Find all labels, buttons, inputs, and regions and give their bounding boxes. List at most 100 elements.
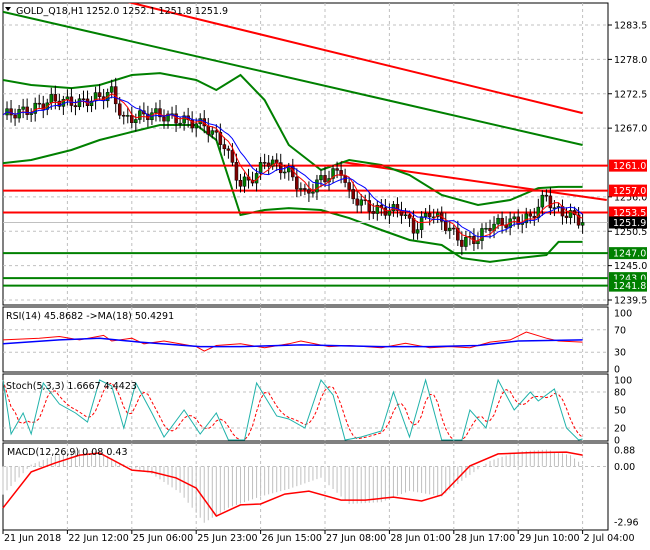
price-tick-label: 1272.5 [614,89,647,100]
candle-body [496,217,500,225]
price-tick-label: 1267.0 [614,124,647,135]
stoch-signal-line [2,379,583,441]
candle-body [283,171,287,174]
macd-tick-label: -2.96 [614,518,639,529]
candle-body [53,94,58,102]
rsi-panel[interactable]: 100 70 30 0 [2,306,632,376]
candle-body [448,227,452,231]
time-tick-label: 25 Jun 23:00 [197,533,257,544]
candle-body [218,131,223,145]
stoch-tick-label: 100 [614,376,632,387]
time-tick-label: 25 Jun 06:00 [133,533,193,544]
candle-body [266,162,271,167]
rsi-tick-label: 0 [614,365,620,376]
candle-body [77,98,82,108]
candle-body [319,175,323,181]
candle-body [29,113,33,115]
level-price-label: 1241.8 [613,281,646,292]
level-price-label: 1253.5 [613,208,646,219]
candle-body [576,214,581,226]
moving-average-slow [3,96,583,238]
candle-body [500,217,504,226]
candle-body [210,130,215,135]
candle-body [407,214,412,219]
stoch-panel-frame [2,373,609,442]
time-tick-label: 28 Jun 01:00 [390,533,450,544]
time-tick-label: 27 Jun 08:00 [326,533,386,544]
candle-body [540,194,545,208]
level-price-tag [609,279,647,292]
candle-body [238,180,243,187]
stoch-tick-label: 20 [614,424,626,435]
candle-body [182,115,186,124]
candle-body [359,199,363,206]
level-price-tag [609,247,647,260]
stoch-tick-label: 0 [614,436,620,447]
symbol-label: GOLD_Q18,H1 [16,6,84,17]
price-panel-frame [2,2,609,306]
price-tick-label: 1278.0 [614,55,647,66]
candle-body [154,108,158,113]
candle-body [568,210,573,218]
candle-body [532,215,537,219]
candle-body [194,123,198,129]
candle-body [97,92,102,97]
level-price-tag [609,159,647,172]
candle-body [270,159,275,167]
price-tick-label: 1250.5 [614,227,647,238]
rsi-tick-label: 100 [614,309,632,320]
candle-body [262,162,267,164]
candle-body [423,213,428,217]
candle-body [452,227,456,230]
macd-tick-label: 0.88 [614,446,635,457]
bollinger-lower-band [3,124,583,263]
candle-body [21,106,25,110]
stoch-main-line [2,378,583,441]
candle-body [335,168,339,171]
candle-body [130,115,134,123]
candle-body [323,175,327,183]
price-panel[interactable]: 1283.5 1278.0 1272.5 1267.0 1256.0 1250.5 1245… [2,0,647,307]
candle-body [166,113,170,122]
candle-body [33,102,37,114]
time-tick-label: 26 Jun 15:00 [262,533,322,544]
candle-body [347,182,351,190]
candle-body [355,198,359,206]
ohlc-readout: 1252.0 1252.1 1251.8 1251.9 [86,6,228,17]
rsi-panel-frame [2,306,609,373]
candle-body [303,188,307,190]
rsi-tick-label: 30 [614,348,626,359]
time-axis: 21 Jun 2018 22 Jun 12:00 25 Jun 06:00 25 Ju… [2,530,635,544]
candle-body [419,216,424,230]
trendline [127,3,583,115]
candle-body [214,130,219,133]
candle-body [134,119,138,123]
candle-body [580,222,585,226]
macd-panel[interactable]: 0.88 0.00 -2.96 [2,442,639,531]
candle-body [57,100,62,107]
candle-body [383,207,388,216]
candle-body [222,144,227,150]
candle-body [516,216,520,225]
candle-body [480,228,484,241]
candle-body [81,98,86,101]
candle-body [544,194,549,197]
candle-body [89,100,94,106]
candle-body [488,227,492,231]
candle-body [444,221,448,231]
bollinger-upper-band [3,72,583,207]
level-price-label: 1261.0 [613,161,646,172]
candle-body [295,176,299,190]
macd-signal-line [2,451,583,517]
candle-body [41,103,45,110]
dropdown-triangle-icon[interactable] [5,7,11,11]
candle-body [25,106,29,115]
candle-body [278,162,283,174]
stoch-title: Stoch(5,3,3) 1.6667 4.4423 [6,381,137,392]
candle-body [126,115,130,117]
level-price-label: 1243.0 [613,274,646,285]
candle-body [65,96,70,100]
candle-body [9,108,13,116]
